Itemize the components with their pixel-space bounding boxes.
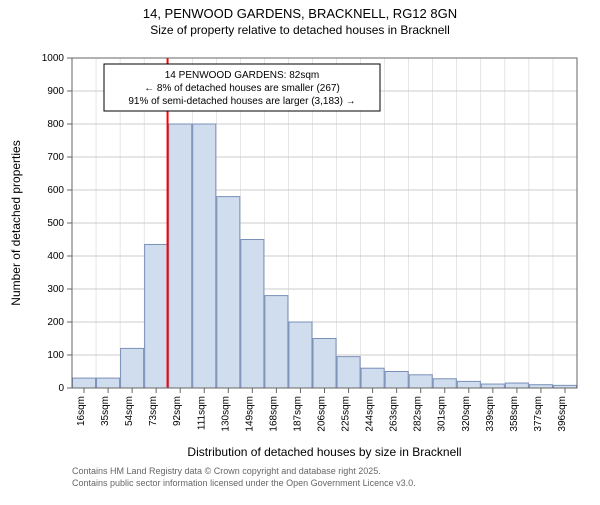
tick-label-y: 600	[47, 185, 64, 196]
annotation-line: ← 8% of detached houses are smaller (267…	[144, 83, 340, 94]
histogram-bar	[97, 378, 120, 388]
histogram-bar	[385, 372, 408, 389]
histogram-bar	[73, 378, 96, 388]
tick-label-x: 225sqm	[341, 396, 352, 432]
tick-label-y: 400	[47, 251, 64, 262]
tick-label-x: 339sqm	[485, 396, 496, 432]
histogram-bar	[313, 339, 336, 389]
histogram-bar	[121, 348, 144, 388]
tick-label-x: 187sqm	[292, 396, 303, 432]
annotation-line: 14 PENWOOD GARDENS: 82sqm	[165, 70, 319, 81]
x-axis-label: Distribution of detached houses by size …	[187, 445, 461, 459]
histogram-bar	[433, 379, 456, 388]
tick-label-x: 377sqm	[533, 396, 544, 432]
chart-svg: 14, PENWOOD GARDENS, BRACKNELL, RG12 8GN…	[0, 0, 600, 500]
tick-label-x: 111sqm	[196, 396, 207, 430]
histogram-bar	[505, 383, 528, 388]
histogram-bar	[145, 244, 168, 388]
tick-label-y: 300	[47, 284, 64, 295]
tick-label-x: 358sqm	[509, 396, 520, 432]
tick-label-x: 130sqm	[220, 396, 231, 432]
tick-label-x: 92sqm	[172, 396, 183, 426]
tick-label-x: 320sqm	[461, 396, 472, 432]
tick-label-x: 168sqm	[268, 396, 279, 432]
tick-label-y: 0	[58, 383, 64, 394]
histogram-bar	[457, 381, 480, 388]
footer-line-1: Contains HM Land Registry data © Crown c…	[72, 466, 381, 476]
annotation-line: 91% of semi-detached houses are larger (…	[128, 96, 355, 107]
tick-label-y: 500	[47, 218, 64, 229]
tick-label-x: 301sqm	[437, 396, 448, 432]
histogram-bar	[409, 375, 432, 388]
histogram-bar	[217, 197, 240, 388]
histogram-bar	[169, 124, 192, 388]
histogram-bar	[361, 368, 384, 388]
tick-label-x: 263sqm	[389, 396, 400, 432]
tick-label-y: 700	[47, 152, 64, 163]
tick-label-x: 244sqm	[365, 396, 376, 432]
chart-title: 14, PENWOOD GARDENS, BRACKNELL, RG12 8GN	[143, 6, 457, 21]
histogram-bar	[241, 240, 264, 389]
histogram-bar	[337, 357, 360, 388]
histogram-bar	[481, 384, 504, 388]
tick-label-x: 396sqm	[557, 396, 568, 432]
tick-label-y: 200	[47, 317, 64, 328]
y-axis-label: Number of detached properties	[9, 140, 23, 305]
tick-label-x: 16sqm	[76, 396, 87, 426]
tick-label-x: 54sqm	[124, 396, 135, 426]
chart-subtitle: Size of property relative to detached ho…	[150, 23, 450, 37]
tick-label-y: 1000	[42, 53, 65, 64]
footer-line-2: Contains public sector information licen…	[72, 478, 416, 488]
histogram-bar	[289, 322, 312, 388]
tick-label-x: 206sqm	[317, 396, 328, 432]
histogram-bar	[193, 124, 216, 388]
tick-label-y: 900	[47, 86, 64, 97]
tick-label-x: 35sqm	[100, 396, 111, 426]
tick-label-y: 800	[47, 119, 64, 130]
tick-label-x: 282sqm	[413, 396, 424, 432]
tick-label-x: 149sqm	[244, 396, 255, 432]
tick-label-x: 73sqm	[148, 396, 159, 426]
chart-container: 14, PENWOOD GARDENS, BRACKNELL, RG12 8GN…	[0, 0, 600, 500]
histogram-bar	[265, 296, 288, 388]
tick-label-y: 100	[47, 350, 64, 361]
